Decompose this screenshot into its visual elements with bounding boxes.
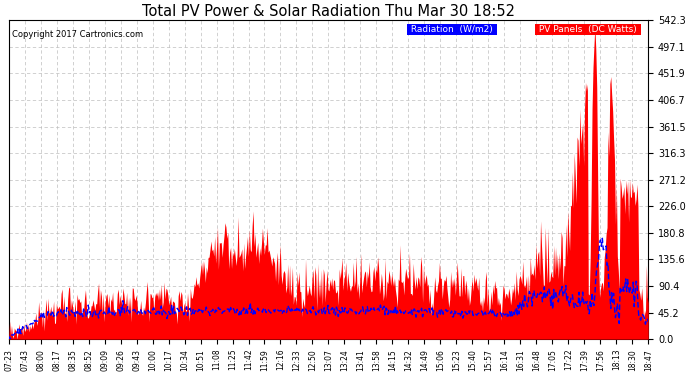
Text: Copyright 2017 Cartronics.com: Copyright 2017 Cartronics.com <box>12 30 143 39</box>
Title: Total PV Power & Solar Radiation Thu Mar 30 18:52: Total PV Power & Solar Radiation Thu Mar… <box>142 4 515 19</box>
Text: PV Panels  (DC Watts): PV Panels (DC Watts) <box>536 25 640 34</box>
Text: Radiation  (W/m2): Radiation (W/m2) <box>408 25 496 34</box>
